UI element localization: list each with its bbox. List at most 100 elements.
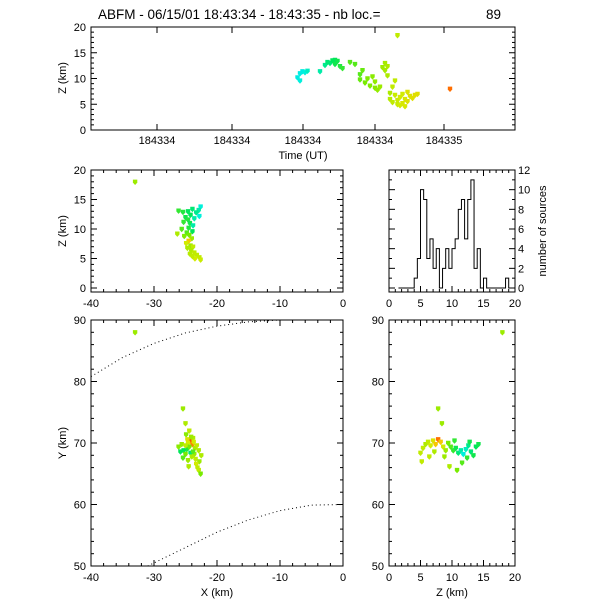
y-tick-label: 15 bbox=[74, 195, 86, 207]
source-point bbox=[180, 209, 186, 216]
source-point bbox=[377, 84, 383, 90]
source-point bbox=[175, 231, 180, 237]
source-point bbox=[322, 62, 328, 69]
y-axis-label: Y (km) bbox=[57, 427, 69, 459]
y-tick-label: 80 bbox=[372, 377, 384, 389]
source-point bbox=[397, 94, 403, 101]
source-point bbox=[190, 449, 196, 455]
y-tick-label: 50 bbox=[74, 561, 86, 573]
x-tick-label: 0 bbox=[386, 298, 392, 310]
source-point bbox=[428, 443, 433, 449]
source-point bbox=[443, 448, 448, 454]
source-point bbox=[198, 257, 203, 263]
source-point bbox=[395, 33, 400, 39]
source-point bbox=[317, 69, 323, 75]
source-point bbox=[395, 97, 400, 104]
y-tick-label: 5 bbox=[80, 99, 86, 111]
source-point bbox=[180, 406, 186, 412]
source-point bbox=[183, 240, 189, 247]
source-point bbox=[459, 460, 465, 466]
x-tick-label: 0 bbox=[340, 572, 346, 584]
source-point bbox=[193, 456, 198, 463]
altitude-histogram-panel: 0 5 10 15 20 0 2 4 6 8 10 12 number of sources bbox=[386, 165, 549, 310]
source-point bbox=[190, 223, 196, 229]
y-tick-label-right: 10 bbox=[518, 185, 530, 197]
source-point bbox=[435, 406, 441, 412]
x-tick-label: -10 bbox=[272, 298, 288, 310]
source-point bbox=[196, 448, 201, 454]
x-tick-label: 20 bbox=[509, 572, 521, 584]
source-point bbox=[176, 208, 181, 214]
source-point bbox=[335, 58, 340, 65]
source-point bbox=[442, 454, 447, 460]
source-point bbox=[297, 78, 303, 84]
y-tick-label: 0 bbox=[80, 125, 86, 137]
source-point bbox=[352, 61, 358, 68]
x-tick-label: 15 bbox=[477, 572, 489, 584]
y-tick-label: 0 bbox=[80, 283, 86, 295]
x-tick-label: -30 bbox=[146, 298, 162, 310]
range-ring bbox=[90, 319, 281, 378]
range-ring bbox=[147, 504, 344, 567]
time-altitude-panel: 184334 184334 184334 184334 184335 0 5 10 15 20 T… bbox=[57, 22, 516, 162]
source-point bbox=[392, 78, 398, 84]
y-tick-label: 80 bbox=[74, 377, 86, 389]
source-point bbox=[447, 86, 453, 92]
source-point bbox=[452, 438, 457, 444]
source-point bbox=[194, 443, 200, 449]
y-tick-label-right: 2 bbox=[518, 263, 524, 275]
source-point bbox=[181, 219, 186, 226]
source-point bbox=[461, 451, 466, 458]
source-point bbox=[385, 73, 390, 79]
y-tick-label: 20 bbox=[74, 22, 86, 34]
y-tick-label-right: 0 bbox=[518, 283, 524, 295]
source-point bbox=[185, 245, 190, 252]
source-point bbox=[190, 206, 195, 213]
source-point bbox=[186, 225, 191, 232]
source-point bbox=[183, 432, 189, 438]
source-point bbox=[372, 79, 378, 85]
x-tick-label: 184334 bbox=[357, 135, 394, 147]
source-point bbox=[410, 95, 415, 102]
source-point bbox=[382, 68, 388, 74]
source-point bbox=[327, 60, 333, 67]
source-point bbox=[439, 421, 445, 427]
y-tick-label: 70 bbox=[372, 438, 384, 450]
histogram-axes-frame bbox=[388, 169, 516, 293]
source-point bbox=[179, 226, 184, 233]
altitude-y-axes-frame bbox=[388, 319, 516, 567]
y-tick-label: 10 bbox=[74, 74, 86, 86]
y-tick-label: 20 bbox=[74, 165, 86, 177]
source-point bbox=[405, 98, 410, 105]
y-tick-label: 10 bbox=[74, 224, 86, 236]
source-point bbox=[132, 330, 138, 336]
source-point bbox=[415, 91, 420, 98]
source-point bbox=[405, 89, 410, 96]
y-tick-label: 15 bbox=[74, 48, 86, 60]
source-point bbox=[390, 84, 395, 90]
x-tick-label: 0 bbox=[386, 572, 392, 584]
time-panel-z-axis-label: Z (km) bbox=[57, 62, 69, 94]
source-point bbox=[178, 449, 183, 455]
x-tick-label: 184335 bbox=[426, 135, 463, 147]
histogram-series bbox=[398, 179, 515, 289]
source-point bbox=[198, 471, 203, 477]
source-point bbox=[195, 465, 200, 471]
x-tick-label: 0 bbox=[340, 298, 346, 310]
x-tick-label: -30 bbox=[146, 572, 162, 584]
altitude-y-panel: 0 5 10 15 20 50 60 70 80 90 Z (km) bbox=[372, 315, 521, 599]
source-point bbox=[385, 63, 390, 70]
x-tick-label: -40 bbox=[83, 572, 99, 584]
source-point bbox=[360, 68, 365, 74]
x-altitude-panel: -40 -30 -20 -10 0 0 5 10 15 20 Z (km) bbox=[57, 165, 346, 310]
x-tick-label: 15 bbox=[477, 298, 489, 310]
y-tick-label: 70 bbox=[74, 438, 86, 450]
x-altitude-axes-frame bbox=[90, 169, 344, 293]
source-point bbox=[188, 212, 193, 219]
y-tick-label: 90 bbox=[372, 315, 384, 327]
source-point bbox=[402, 104, 408, 110]
source-point bbox=[188, 434, 194, 441]
source-point bbox=[185, 437, 190, 443]
source-point bbox=[347, 59, 353, 66]
